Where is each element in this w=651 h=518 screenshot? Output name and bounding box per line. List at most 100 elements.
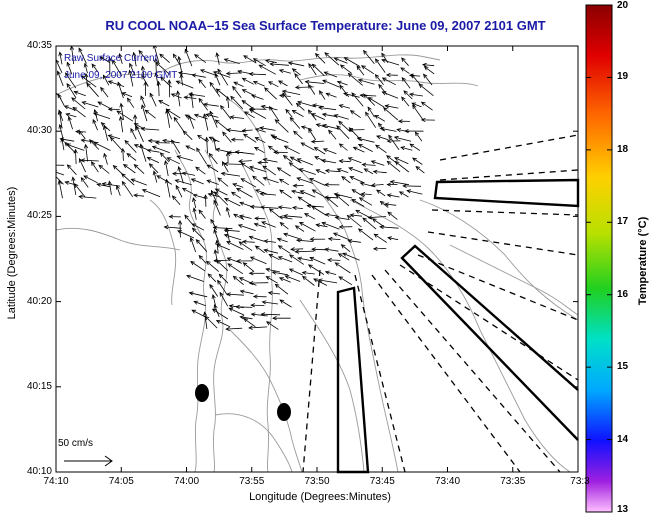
current-vector: [233, 275, 244, 286]
current-vector-head: [254, 245, 260, 250]
current-vector: [399, 191, 409, 198]
current-vector: [411, 102, 422, 108]
current-vector-head: [339, 84, 344, 90]
current-vector-head: [223, 197, 229, 202]
current-vector-head: [67, 116, 72, 121]
current-vector: [268, 254, 280, 261]
current-vector: [243, 55, 257, 64]
current-vector-head: [288, 162, 294, 167]
current-vector-head: [78, 157, 83, 163]
current-vector-head: [371, 218, 377, 223]
current-vector: [145, 109, 156, 119]
current-vector-head: [381, 52, 386, 58]
current-vector-head: [99, 56, 105, 61]
current-vector-head: [222, 131, 227, 137]
current-vector-head: [195, 166, 200, 171]
current-vector-head: [208, 136, 214, 141]
current-vector-head: [356, 136, 362, 142]
current-vector: [250, 256, 267, 265]
current-vector-head: [203, 311, 208, 317]
current-vector: [322, 79, 340, 88]
current-vector-head: [56, 70, 61, 76]
current-vector: [279, 216, 293, 220]
current-vector-head: [232, 85, 237, 91]
current-vector-head: [252, 80, 258, 85]
current-vector-head: [172, 53, 177, 59]
colorbar-tick-label: 14: [617, 433, 629, 445]
current-vector: [214, 304, 220, 318]
current-vector: [356, 65, 365, 76]
current-vector-head: [177, 166, 182, 171]
current-vector-head: [236, 258, 241, 264]
current-vector-head: [278, 178, 284, 183]
current-vector-head: [248, 325, 253, 330]
current-vector-head: [213, 191, 219, 196]
current-vector-head: [386, 182, 392, 187]
current-vector-head: [163, 225, 169, 230]
current-vector: [278, 206, 292, 209]
current-vector-head: [225, 227, 230, 232]
current-vector: [318, 107, 337, 111]
current-vector-head: [60, 137, 65, 143]
current-vector-head: [401, 96, 406, 102]
current-vector-head: [241, 239, 247, 244]
current-vector-head: [311, 247, 316, 252]
current-vector: [192, 74, 206, 78]
current-vector-head: [307, 109, 313, 115]
current-vector: [348, 157, 362, 164]
x-tick-label: 74:05: [108, 476, 134, 487]
current-vector: [297, 101, 316, 108]
current-vector-head: [152, 46, 157, 49]
current-vector: [315, 53, 326, 64]
inset-label-1: Raw Surface Current: [64, 53, 158, 64]
current-vector-head: [278, 215, 284, 220]
current-vector-head: [66, 164, 72, 169]
x-tick-label: 73:45: [369, 476, 395, 487]
current-vector: [293, 130, 303, 140]
current-vector: [294, 73, 303, 85]
current-vector-head: [173, 116, 178, 122]
current-vector: [221, 172, 241, 177]
current-vector-head: [259, 191, 265, 197]
current-vector: [376, 189, 386, 197]
current-vector-head: [239, 201, 245, 206]
current-vector-head: [64, 72, 70, 77]
current-vector-head: [193, 300, 199, 305]
current-vector-head: [198, 209, 203, 215]
current-vector-head: [133, 114, 138, 119]
current-vector-head: [254, 128, 260, 132]
current-vector: [295, 225, 305, 232]
bathymetry-contours: [56, 54, 578, 472]
current-vector-head: [283, 145, 289, 150]
current-vector-head: [189, 91, 194, 97]
current-vector: [81, 75, 97, 88]
current-vector-head: [156, 175, 162, 180]
current-vector-head: [213, 258, 218, 263]
current-vector-head: [177, 55, 182, 61]
current-vector-head: [263, 248, 269, 253]
current-vector: [116, 110, 134, 122]
current-vector-head: [385, 72, 391, 78]
current-vector-head: [378, 83, 383, 89]
current-vector: [85, 144, 88, 162]
current-vector: [147, 157, 160, 164]
current-vector: [224, 163, 242, 165]
current-vector-head: [237, 69, 242, 74]
current-vector: [233, 213, 245, 220]
current-vector-head: [159, 152, 165, 157]
current-vector: [401, 77, 411, 89]
current-vector: [290, 156, 302, 164]
current-vector: [141, 128, 160, 131]
current-vector: [101, 122, 111, 132]
current-vector: [226, 72, 242, 74]
current-vector: [138, 50, 149, 63]
current-vector: [300, 190, 316, 198]
current-vector-head: [153, 57, 158, 63]
current-vector: [302, 272, 315, 275]
current-vector-head: [141, 104, 146, 110]
colorbar: [585, 4, 613, 513]
current-vector-head: [295, 102, 301, 108]
current-vector-head: [265, 59, 270, 64]
current-vector-head: [389, 180, 395, 185]
current-vector: [409, 93, 423, 97]
